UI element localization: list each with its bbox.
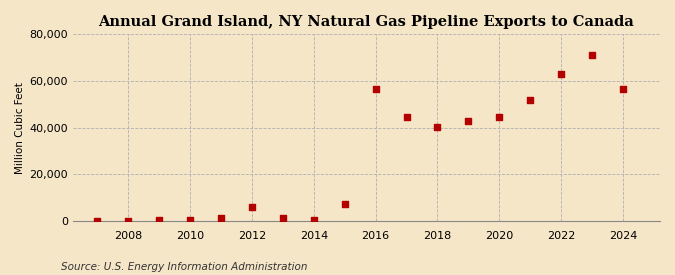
Point <box>432 124 443 129</box>
Point <box>154 218 165 222</box>
Text: Source: U.S. Energy Information Administration: Source: U.S. Energy Information Administ… <box>61 262 307 272</box>
Point <box>92 218 103 223</box>
Point <box>463 119 474 123</box>
Point <box>494 115 505 119</box>
Point <box>308 218 319 222</box>
Point <box>340 201 350 206</box>
Point <box>524 97 535 102</box>
Point <box>618 87 628 91</box>
Point <box>587 53 597 57</box>
Point <box>246 204 257 209</box>
Point <box>185 218 196 222</box>
Point <box>61 219 72 223</box>
Point <box>277 216 288 221</box>
Point <box>556 72 566 76</box>
Point <box>215 215 226 220</box>
Point <box>401 115 412 119</box>
Point <box>370 87 381 91</box>
Y-axis label: Million Cubic Feet: Million Cubic Feet <box>15 82 25 174</box>
Title: Annual Grand Island, NY Natural Gas Pipeline Exports to Canada: Annual Grand Island, NY Natural Gas Pipe… <box>99 15 634 29</box>
Point <box>123 218 134 223</box>
